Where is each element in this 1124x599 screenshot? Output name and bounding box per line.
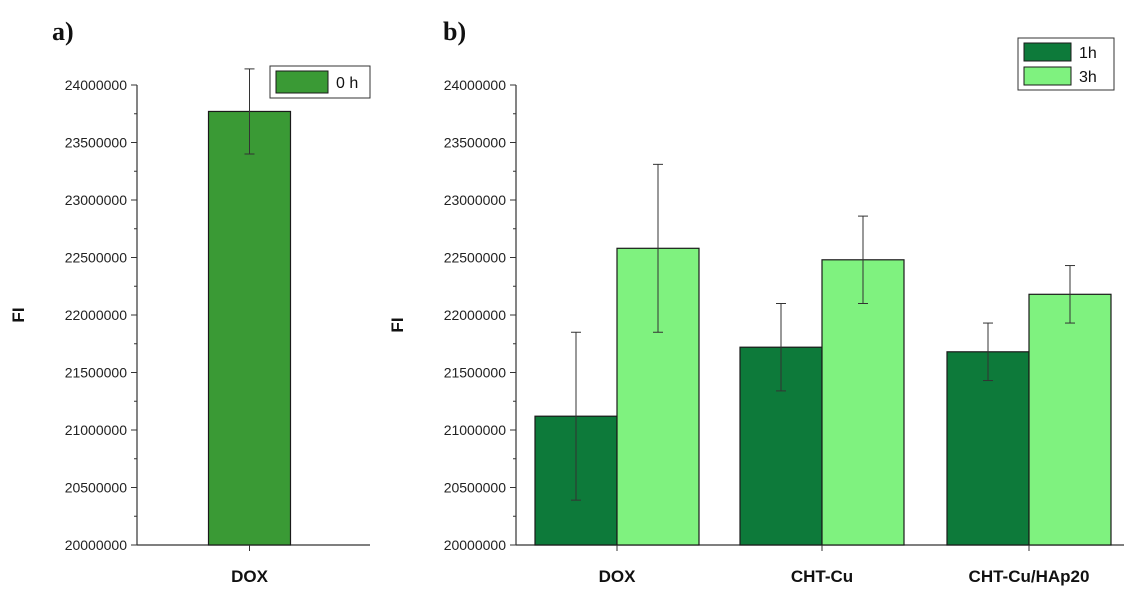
- y-tick-label: 23500000: [65, 135, 128, 151]
- y-tick-label: 24000000: [444, 77, 507, 93]
- bar: [946, 351, 1030, 546]
- y-tick-label: 21000000: [444, 422, 507, 438]
- panel-label-b: b): [443, 17, 466, 46]
- legend-label: 1h: [1079, 45, 1097, 62]
- y-tick-label: 22500000: [65, 250, 128, 266]
- y-tick-label: 22000000: [65, 307, 128, 323]
- y-tick-label: 20000000: [65, 537, 128, 553]
- legend-swatch: [1023, 42, 1072, 62]
- bar: [1028, 293, 1112, 546]
- y-tick-label: 22500000: [444, 250, 507, 266]
- y-tick-label: 24000000: [65, 77, 128, 93]
- y-axis-label: FI: [388, 317, 407, 332]
- y-tick-label: 21500000: [65, 365, 128, 381]
- y-tick-label: 20500000: [65, 480, 128, 496]
- y-axis-label: FI: [9, 307, 28, 322]
- y-tick-label: 22000000: [444, 307, 507, 323]
- x-tick-label: CHT-Cu/HAp20: [969, 567, 1090, 586]
- y-tick-label: 20500000: [444, 480, 507, 496]
- y-tick-label: 20000000: [444, 537, 507, 553]
- legend-swatch: [1023, 66, 1072, 86]
- legend-label: 0 h: [336, 75, 358, 92]
- y-tick-label: 21500000: [444, 365, 507, 381]
- bar: [821, 259, 905, 546]
- y-tick-label: 23000000: [65, 192, 128, 208]
- x-tick-label: DOX: [231, 567, 269, 586]
- panel-label-a: a): [52, 17, 74, 46]
- legend-swatch: [275, 70, 329, 94]
- legend-label: 3h: [1079, 69, 1097, 86]
- y-tick-label: 21000000: [65, 422, 128, 438]
- x-tick-label: DOX: [599, 567, 637, 586]
- y-tick-label: 23000000: [444, 192, 507, 208]
- bar: [207, 110, 292, 546]
- chart-panel-b: 20000000 20500000 21000000 21500000 22000000…: [388, 37, 1124, 586]
- x-tick-label: CHT-Cu: [791, 567, 853, 586]
- chart-panel-a: 20000000 20500000 21000000 21500000 22000000…: [9, 65, 371, 586]
- y-tick-label: 23500000: [444, 135, 507, 151]
